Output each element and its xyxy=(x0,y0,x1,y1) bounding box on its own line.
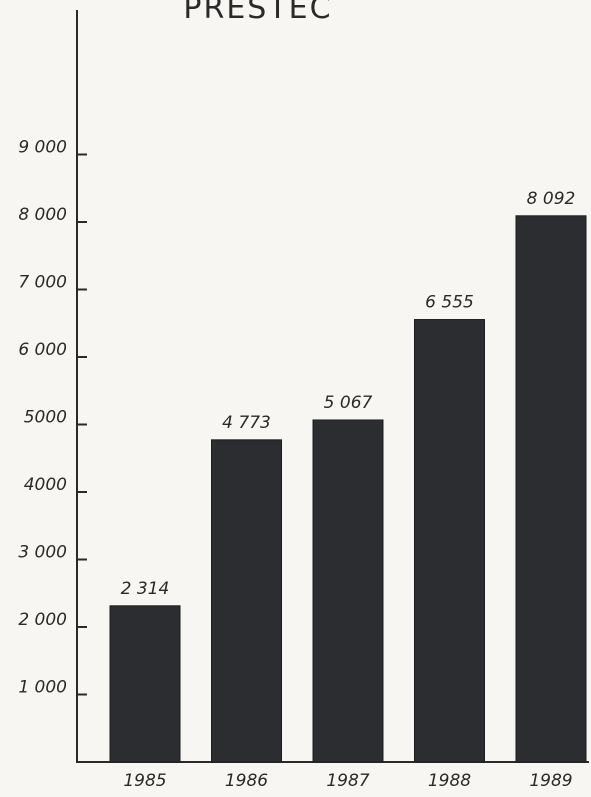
y-tick-label: 4000 xyxy=(24,475,67,495)
bar xyxy=(312,419,384,763)
x-tick-label: 1985 xyxy=(123,771,166,791)
x-tick-label: 1986 xyxy=(225,771,268,791)
value-labels: 2 314 4 773 5 067 6 555 8 092 xyxy=(121,189,576,599)
y-tick-label: 7 000 xyxy=(18,273,67,293)
y-tick-label: 6 000 xyxy=(18,340,67,360)
bars xyxy=(109,215,587,763)
bar-value-label: 5 067 xyxy=(324,393,373,413)
y-tick-label: 8 000 xyxy=(18,205,67,225)
x-tick-label: 1989 xyxy=(529,771,572,791)
bar-value-label: 8 092 xyxy=(527,189,576,209)
y-tick-label: 3 000 xyxy=(18,543,67,563)
y-tick-label: 9 000 xyxy=(18,138,67,158)
y-tick-label: 5000 xyxy=(24,408,67,428)
bar-value-label: 6 555 xyxy=(425,293,474,313)
bar-value-label: 2 314 xyxy=(121,579,170,599)
y-tick-label: 2 000 xyxy=(18,610,67,630)
y-tick-label: 1 000 xyxy=(18,678,67,698)
bar xyxy=(414,319,485,763)
x-tick-label: 1987 xyxy=(326,771,369,791)
chart-title: PRESTEC xyxy=(183,0,332,26)
bar xyxy=(211,439,282,763)
x-tick-label: 1988 xyxy=(428,771,471,791)
y-ticks: 1 000 2 000 3 000 4000 5000 6 000 7 000 8 000 9 … xyxy=(18,138,87,698)
bar-value-label: 4 773 xyxy=(222,413,271,433)
bar xyxy=(515,215,587,763)
bar xyxy=(109,605,181,763)
x-tick-labels: 1985 1986 1987 1988 1989 xyxy=(123,771,572,791)
